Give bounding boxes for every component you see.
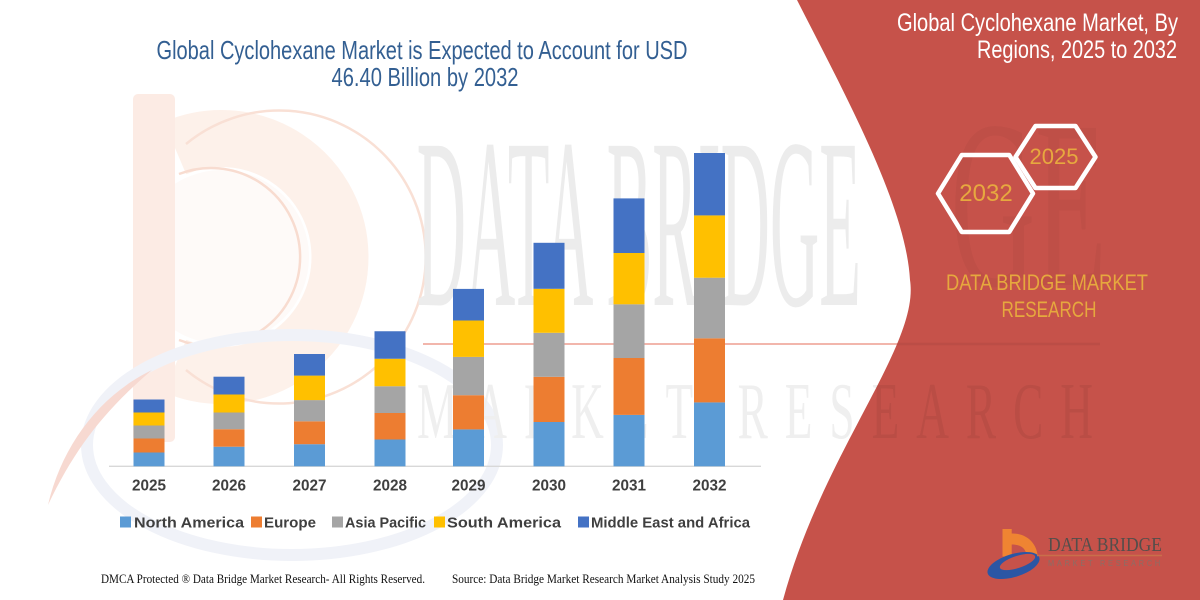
- svg-text:Global Cyclohexane Market is E: Global Cyclohexane Market is Expected to…: [157, 35, 688, 65]
- svg-text:DATA BRIDGE MARKET: DATA BRIDGE MARKET: [946, 270, 1148, 295]
- svg-text:2031: 2031: [612, 478, 646, 495]
- svg-text:2025: 2025: [1030, 144, 1079, 169]
- svg-text:46.40 Billion by 2032: 46.40 Billion by 2032: [332, 62, 519, 92]
- svg-text:DMCA Protected ® Data Bridge M: DMCA Protected ® Data Bridge Market Rese…: [101, 572, 425, 586]
- svg-text:Source: Data Bridge Market Res: Source: Data Bridge Market Research Mark…: [452, 572, 755, 586]
- svg-text:2032: 2032: [959, 180, 1012, 207]
- svg-text:Europe: Europe: [264, 515, 316, 532]
- svg-text:Asia Pacific: Asia Pacific: [345, 515, 426, 532]
- svg-text:2025: 2025: [132, 478, 166, 495]
- svg-text:Global Cyclohexane Market, By: Global Cyclohexane Market, By: [897, 9, 1178, 37]
- svg-text:2030: 2030: [532, 478, 566, 495]
- svg-text:DATA BRIDGE: DATA BRIDGE: [1048, 534, 1162, 556]
- svg-text:North America: North America: [134, 515, 245, 532]
- svg-text:2026: 2026: [212, 478, 246, 495]
- svg-text:South America: South America: [447, 515, 562, 532]
- svg-text:2029: 2029: [452, 478, 486, 495]
- svg-text:2028: 2028: [373, 478, 407, 495]
- svg-text:Middle East and Africa: Middle East and Africa: [591, 515, 751, 532]
- svg-text:Regions, 2025 to 2032: Regions, 2025 to 2032: [977, 36, 1177, 64]
- svg-text:2032: 2032: [693, 478, 727, 495]
- svg-text:2027: 2027: [293, 478, 327, 495]
- svg-text:MARKET RESEARCH: MARKET RESEARCH: [1048, 559, 1163, 568]
- svg-text:RESEARCH: RESEARCH: [1002, 297, 1097, 322]
